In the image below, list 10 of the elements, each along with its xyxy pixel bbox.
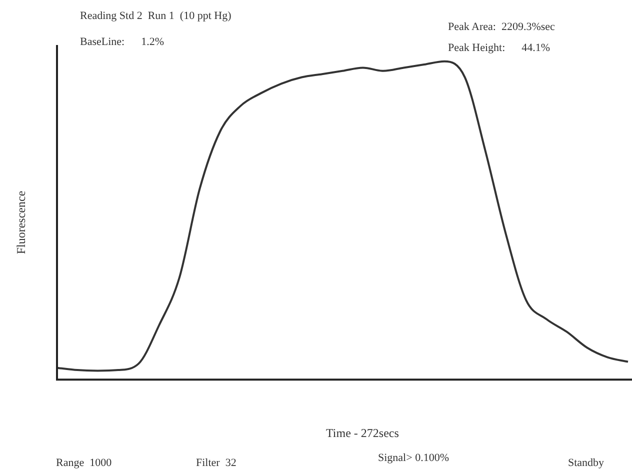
text: Peak Height: 44.1%	[448, 42, 550, 54]
text: Peak Area: 2209.3%sec	[448, 21, 555, 33]
chart-title: Reading Std 2 Run 1 (10 ppt Hg)	[80, 10, 232, 22]
text: Filter 32	[196, 457, 236, 469]
x-axis-title: Time - 272secs	[326, 426, 399, 441]
text: Signal> 0.100%	[378, 452, 449, 464]
text: Range 1000	[56, 457, 112, 469]
y-axis-title: Fluorescence	[14, 190, 30, 254]
text: BaseLine: 1.2%	[80, 36, 164, 48]
text: Standby	[568, 457, 604, 469]
